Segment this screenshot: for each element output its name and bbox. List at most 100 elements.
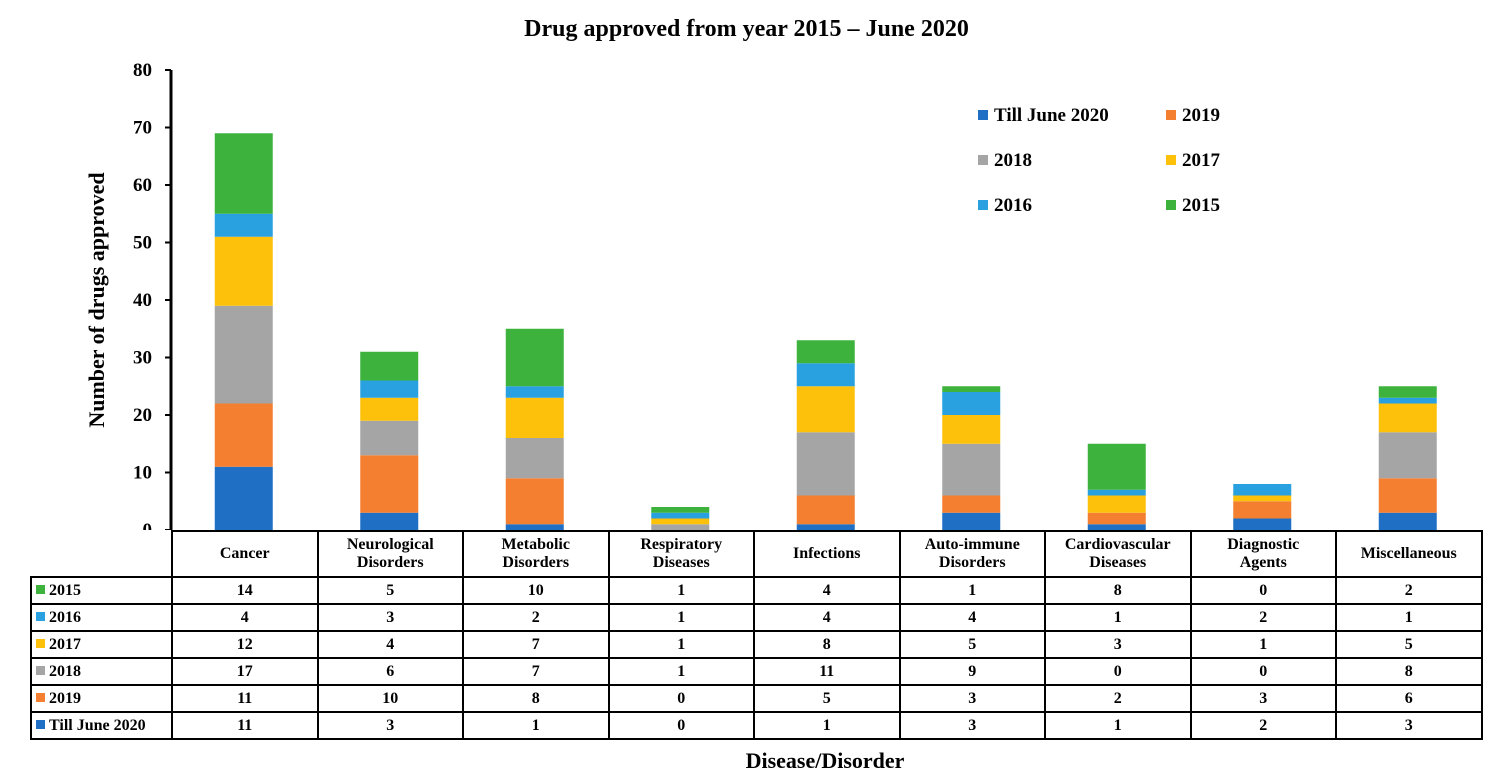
table-cell: 4 bbox=[171, 603, 319, 632]
bar-segment bbox=[360, 380, 419, 398]
table-cell: 11 bbox=[171, 711, 319, 740]
table-cell: 12 bbox=[171, 630, 319, 659]
bar-segment bbox=[505, 386, 564, 398]
legend-label: Till June 2020 bbox=[994, 105, 1109, 126]
category-label: Diagnostic Agents bbox=[1189, 530, 1337, 578]
category-label-line: Diseases bbox=[652, 554, 710, 571]
table-row-swatch bbox=[36, 611, 45, 621]
bar-segment bbox=[505, 524, 564, 530]
table-corner-cell bbox=[31, 531, 172, 578]
table-row: Till June 2020 11 3 1 0 1 3 1 2 3 bbox=[30, 711, 1483, 740]
bar-segment bbox=[1087, 489, 1146, 496]
table-cell: 1 bbox=[607, 576, 755, 605]
legend-label: 2019 bbox=[1182, 105, 1220, 126]
bar-segment bbox=[942, 415, 1001, 444]
category-label-line: Cardiovascular bbox=[1064, 536, 1171, 553]
bar-segment bbox=[214, 305, 273, 404]
legend-label: 2016 bbox=[994, 195, 1032, 216]
bar-segment bbox=[1378, 432, 1437, 479]
table-cell: 14 bbox=[171, 576, 319, 605]
bar-segment bbox=[360, 397, 419, 421]
table-row-label: 2018 bbox=[49, 662, 81, 680]
table-cell: 3 bbox=[316, 711, 464, 740]
category-label: Cardiovascular Diseases bbox=[1044, 530, 1192, 578]
table-cell: 3 bbox=[898, 711, 1046, 740]
table-row-header: 2018 bbox=[30, 657, 173, 686]
category-label: Metabolic Disorders bbox=[462, 530, 610, 578]
bar-segment bbox=[1378, 397, 1437, 404]
table-row-swatch bbox=[36, 584, 45, 594]
table-cell: 7 bbox=[462, 630, 610, 659]
category-label-line: Auto-immune bbox=[924, 536, 1020, 553]
y-tick-label: 70 bbox=[133, 118, 152, 139]
bar-segment bbox=[214, 133, 273, 214]
table-cell: 11 bbox=[753, 657, 901, 686]
table-cell: 3 bbox=[1335, 711, 1483, 740]
table-row-label: 2015 bbox=[49, 581, 81, 599]
table-row: 2018 17 6 7 1 11 9 0 0 8 bbox=[30, 657, 1483, 686]
table-cell: 8 bbox=[1044, 576, 1192, 605]
y-tick-label: 20 bbox=[133, 405, 152, 426]
bar-segment bbox=[651, 518, 710, 525]
table-row-swatch bbox=[36, 665, 45, 675]
table-cell: 2 bbox=[462, 603, 610, 632]
legend: Till June 2020 2019 2018 2017 2016 2015 bbox=[978, 105, 1221, 216]
table-row-label: 2017 bbox=[49, 635, 81, 653]
table-cell: 2 bbox=[1189, 603, 1337, 632]
bar-segment bbox=[942, 443, 1001, 496]
table-cell: 4 bbox=[753, 603, 901, 632]
table-row: 2019 11 10 8 0 5 3 2 3 6 bbox=[30, 684, 1483, 713]
category-label-line: Disorders bbox=[356, 554, 424, 571]
stacked-bar-chart: 0 10 20 30 40 50 60 70 80 Till June 2020 2019 2018… bbox=[84, 60, 1437, 530]
chart-title: Drug approved from year 2015 – June 2020 bbox=[524, 16, 969, 42]
table-cell: 2 bbox=[1189, 711, 1337, 740]
table-row-swatch bbox=[36, 638, 45, 648]
legend-label: 2018 bbox=[994, 150, 1032, 171]
bar-segment bbox=[1233, 501, 1292, 519]
table-cell: 9 bbox=[898, 657, 1046, 686]
bar-segment bbox=[1087, 524, 1146, 530]
table-cell: 2 bbox=[1044, 684, 1192, 713]
table-cell: 6 bbox=[316, 657, 464, 686]
table-cell: 8 bbox=[753, 630, 901, 659]
table-row-label: 2019 bbox=[49, 689, 81, 707]
table-cell: 4 bbox=[753, 576, 901, 605]
table-row-header: 2017 bbox=[30, 630, 173, 659]
table-row: 2016 4 3 2 1 4 4 1 2 1 bbox=[30, 603, 1483, 632]
category-label-line: Diagnostic bbox=[1227, 536, 1300, 553]
bar-segment bbox=[505, 397, 564, 438]
table-cell: 7 bbox=[462, 657, 610, 686]
table-cell: 4 bbox=[898, 603, 1046, 632]
bar-segment bbox=[214, 403, 273, 467]
category-label: Infections bbox=[753, 530, 901, 578]
bar-segment bbox=[942, 392, 1001, 415]
bar-segment bbox=[1378, 478, 1437, 513]
bar-segment bbox=[214, 213, 273, 237]
bar-segment bbox=[1233, 495, 1292, 502]
table-cell: 17 bbox=[171, 657, 319, 686]
table-cell: 2 bbox=[1335, 576, 1483, 605]
table-header-row: Cancer Neurological Disorders Metabolic Diso… bbox=[31, 530, 1483, 578]
table-cell: 1 bbox=[462, 711, 610, 740]
table-cell: 1 bbox=[607, 603, 755, 632]
table-cell: 3 bbox=[898, 684, 1046, 713]
legend-swatch bbox=[1166, 155, 1176, 165]
x-axis-label: Disease/Disorder bbox=[745, 748, 905, 773]
category-label-line: Neurological bbox=[346, 536, 434, 553]
table-cell: 0 bbox=[1044, 657, 1192, 686]
y-axis-ticks: 0 10 20 30 40 50 60 70 80 bbox=[133, 60, 171, 530]
bar-segment bbox=[796, 386, 855, 433]
bar-segment bbox=[214, 236, 273, 306]
bar-segment bbox=[360, 512, 419, 530]
table-row-swatch bbox=[36, 692, 45, 702]
y-tick-label: 30 bbox=[133, 348, 152, 369]
table-cell: 6 bbox=[1335, 684, 1483, 713]
table-cell: 3 bbox=[1044, 630, 1192, 659]
table-cell: 8 bbox=[1335, 657, 1483, 686]
bars-group bbox=[214, 133, 1437, 530]
legend-label: 2015 bbox=[1182, 195, 1220, 216]
bar-segment bbox=[942, 495, 1001, 513]
table-cell: 5 bbox=[753, 684, 901, 713]
table-cell: 1 bbox=[607, 657, 755, 686]
table-row-header: 2015 bbox=[30, 576, 173, 605]
